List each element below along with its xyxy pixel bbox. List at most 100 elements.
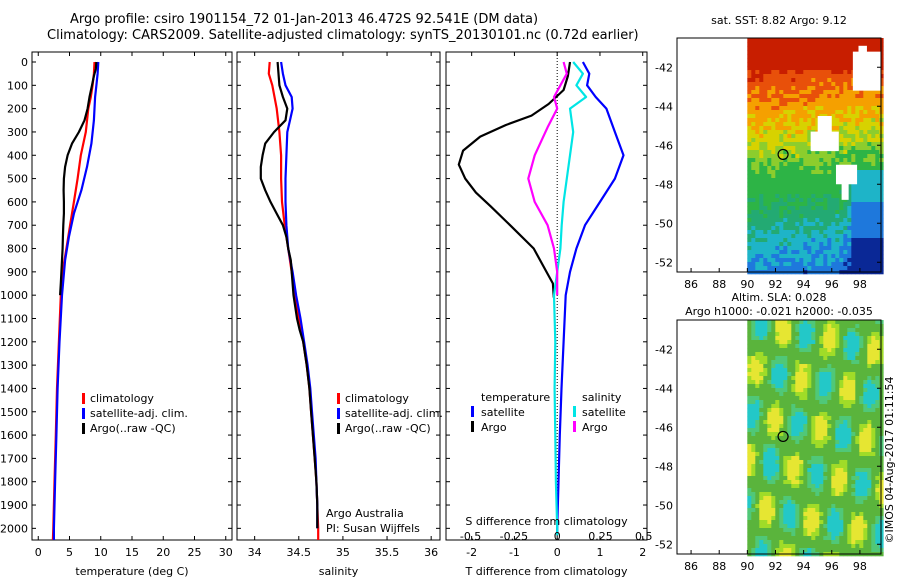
sla-map-cell	[851, 348, 856, 353]
sst-map-cell	[851, 202, 856, 207]
sla-map-cell	[771, 412, 776, 417]
sla-map-cell	[855, 324, 860, 329]
sst-map-cell	[859, 238, 864, 243]
sst-map-cell	[799, 238, 804, 243]
sst-map-cell	[759, 194, 764, 199]
sla-map-cell	[827, 364, 832, 369]
sst-map-cell	[851, 234, 856, 239]
sla-map-cell	[807, 396, 812, 401]
sla-map-cell	[831, 416, 836, 421]
sst-map-cell	[835, 38, 840, 43]
sst-map-cell	[839, 202, 844, 207]
sst-map-cell	[783, 218, 788, 223]
sla-map-cell	[863, 540, 868, 545]
sst-map-cell	[803, 114, 808, 119]
sst-map-cell	[771, 62, 776, 67]
sst-map-cell	[783, 42, 788, 47]
sla-map-cell	[843, 444, 848, 449]
sla-map-cell	[863, 472, 868, 477]
sst-map-cell	[759, 106, 764, 111]
sla-map-cell	[847, 500, 852, 505]
sst-map-cell	[795, 126, 800, 131]
sla-map-cell	[847, 436, 852, 441]
sla-map-cell	[747, 368, 752, 373]
sst-map-cell	[815, 178, 820, 183]
sla-map-cell	[839, 520, 844, 525]
sst-map-cell	[871, 190, 876, 195]
sla-map-cell	[867, 468, 872, 473]
sla-map-cell	[803, 480, 808, 485]
sla-map-cell	[815, 460, 820, 465]
sla-map-cell	[807, 492, 812, 497]
sla-map-cell	[783, 332, 788, 337]
sla-map-cell	[815, 452, 820, 457]
salinity-legend-swatch	[337, 393, 340, 404]
sst-map-cell	[759, 42, 764, 47]
sla-map-cell	[851, 484, 856, 489]
sla-map-cell	[795, 440, 800, 445]
sst-map-cell	[867, 230, 872, 235]
sla-map-cell	[823, 404, 828, 409]
sla-map-cell	[787, 520, 792, 525]
sst-map-cell	[799, 118, 804, 123]
sla-map-cell	[791, 468, 796, 473]
sst-map-cell	[867, 254, 872, 259]
sst-map-cell	[867, 42, 872, 47]
sst-map-xtick-label: 94	[797, 278, 811, 291]
sla-map-cell	[859, 336, 864, 341]
sst-map-cell	[779, 170, 784, 175]
sst-map-cell	[747, 146, 752, 151]
sst-map-cell	[767, 134, 772, 139]
sst-map-cell	[795, 42, 800, 47]
sst-map-cell	[835, 198, 840, 203]
sla-map-cell	[811, 536, 816, 541]
sst-map-cell	[859, 102, 864, 107]
sst-map-cell	[783, 178, 788, 183]
difference-legend-label: Argo	[481, 421, 507, 434]
sla-map-cell	[835, 364, 840, 369]
sst-map-cell	[795, 134, 800, 139]
sla-map-cell	[755, 356, 760, 361]
sst-map-cell	[771, 74, 776, 79]
sst-map-cell	[855, 214, 860, 219]
sst-map-cell	[779, 186, 784, 191]
sla-map-cell	[871, 340, 876, 345]
sla-map-cell	[819, 388, 824, 393]
sst-map-cell	[751, 254, 756, 259]
sla-map-cell	[807, 532, 812, 537]
sst-map-cell	[823, 230, 828, 235]
sst-map-cell	[815, 206, 820, 211]
sla-map-cell	[775, 336, 780, 341]
sla-map-cell	[875, 392, 880, 397]
temperature-ytick-label: 800	[7, 243, 28, 256]
sla-map-xtick-label: 88	[712, 560, 726, 573]
sla-map-cell	[863, 436, 868, 441]
sla-map-cell	[851, 540, 856, 545]
sla-map-cell	[831, 540, 836, 545]
sla-map-cell	[859, 520, 864, 525]
sla-map-cell	[867, 388, 872, 393]
sla-map-cell	[815, 512, 820, 517]
sst-map-cell	[795, 194, 800, 199]
sst-map-cell	[799, 198, 804, 203]
sst-map-cell	[859, 250, 864, 255]
sst-map-cell	[819, 214, 824, 219]
sla-map-cell	[847, 512, 852, 517]
sla-map-cell	[787, 428, 792, 433]
sst-map-cell	[747, 42, 752, 47]
sla-map-cell	[783, 432, 788, 437]
sst-map-cell	[803, 182, 808, 187]
sst-map-cell	[771, 230, 776, 235]
sst-map-cell	[871, 230, 876, 235]
sst-map-cell	[787, 110, 792, 115]
sst-map-cell	[767, 62, 772, 67]
sst-map-cell	[771, 154, 776, 159]
sst-map-cell	[747, 38, 752, 43]
sla-map-cell	[871, 400, 876, 405]
sla-map-cell	[787, 512, 792, 517]
sst-map-cell	[835, 90, 840, 95]
sla-map-cell	[875, 528, 880, 533]
sla-map-cell	[851, 496, 856, 501]
sla-map-cell	[767, 384, 772, 389]
sla-map-cell	[799, 376, 804, 381]
